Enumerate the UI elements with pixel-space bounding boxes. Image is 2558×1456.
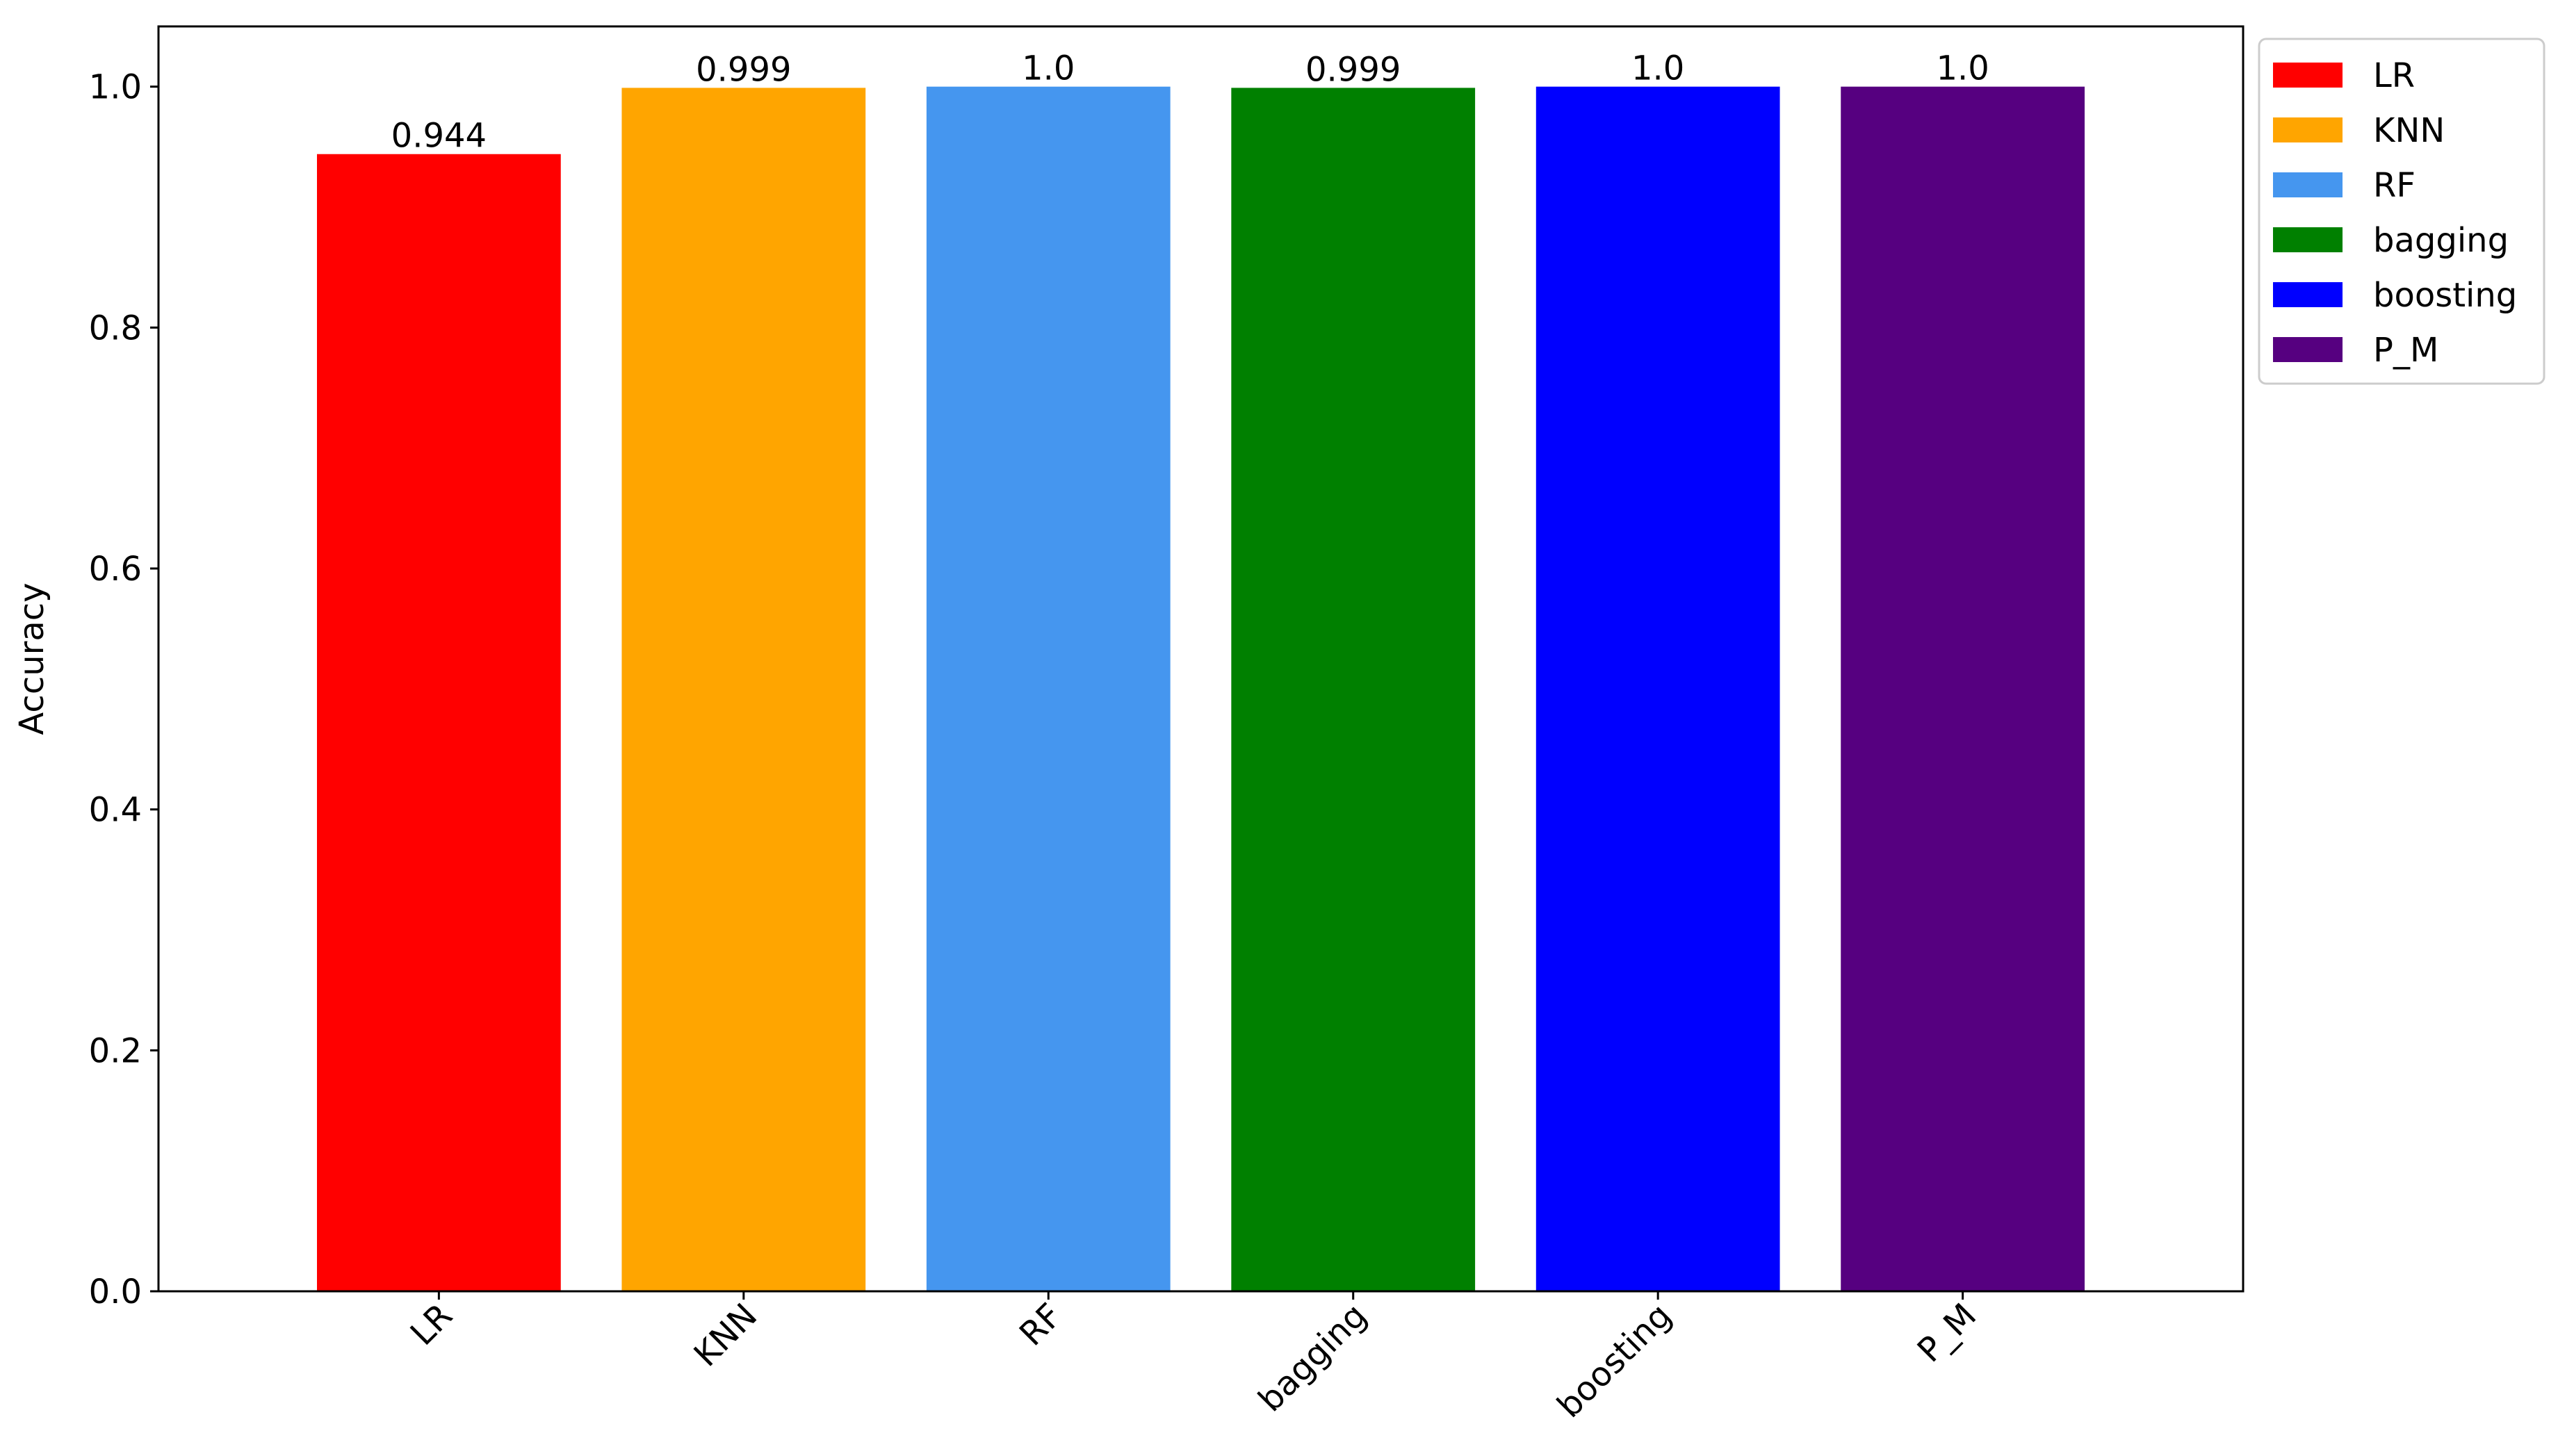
y-axis: 0.0 0.2 0.4 0.6 0.8 1.0 — [89, 68, 158, 1311]
bar-KNN — [621, 88, 866, 1291]
legend-swatch-LR — [2273, 63, 2343, 88]
legend-swatch-KNN — [2273, 117, 2343, 142]
legend-label-P_M: P_M — [2373, 331, 2438, 370]
plot-frame — [157, 25, 2245, 1293]
y-tick-label-0.0: 0.0 — [89, 1273, 142, 1311]
legend-label-RF: RF — [2373, 166, 2416, 205]
legend-swatch-P_M — [2273, 337, 2343, 362]
y-tick-label-1.0: 1.0 — [89, 68, 142, 107]
legend-swatch-boosting — [2273, 282, 2343, 307]
bar-value-label-P_M: 1.0 — [1936, 49, 1989, 88]
y-axis-label: Accuracy — [13, 582, 51, 735]
y-tick-label-0.8: 0.8 — [89, 309, 142, 347]
legend-swatch-bagging — [2273, 227, 2343, 252]
bar-value-label-bagging: 0.999 — [1305, 50, 1401, 89]
legend-label-LR: LR — [2373, 56, 2415, 95]
bar-RF — [926, 86, 1171, 1292]
bar-P_M — [1841, 86, 2085, 1292]
legend-label-bagging: bagging — [2373, 221, 2509, 260]
legend-label-boosting: boosting — [2373, 276, 2517, 315]
bar-LR — [316, 154, 561, 1291]
bars-group — [316, 86, 2085, 1292]
legend-label-KNN: KNN — [2373, 111, 2445, 150]
bar-value-label-LR: 0.944 — [391, 117, 487, 156]
bar-boosting — [1535, 86, 1780, 1292]
bar-value-label-KNN: 0.999 — [696, 50, 791, 89]
legend: LR KNN RF bagging boosting P_M — [2258, 38, 2545, 385]
bar-value-labels: 0.944 0.999 1.0 0.999 1.0 1.0 — [391, 49, 1989, 156]
y-tick-label-0.6: 0.6 — [89, 550, 142, 589]
bar-bagging — [1231, 88, 1476, 1291]
legend-swatch-RF — [2273, 172, 2343, 197]
bar-value-label-RF: 1.0 — [1022, 49, 1075, 88]
y-tick-label-0.2: 0.2 — [89, 1031, 142, 1070]
bar-value-label-boosting: 1.0 — [1631, 49, 1684, 88]
y-tick-label-0.4: 0.4 — [89, 791, 142, 830]
